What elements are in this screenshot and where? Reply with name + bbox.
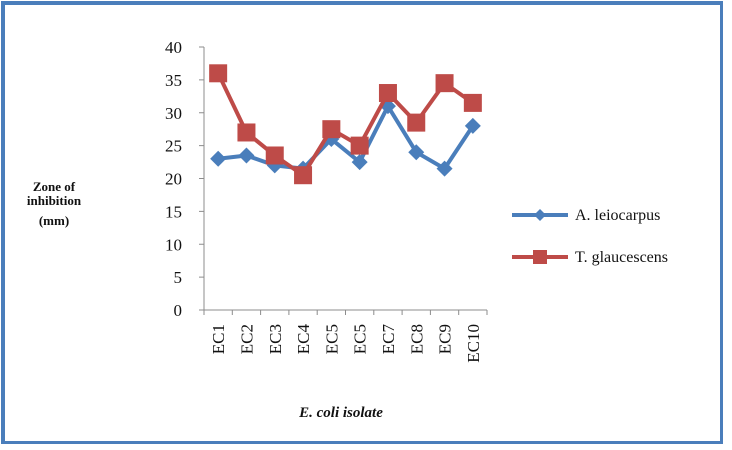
x-tick-label: EC5 — [322, 324, 341, 354]
legend-marker-a-leiocarpus — [534, 209, 546, 221]
series-line-t-glaucescens — [216, 72, 474, 178]
y-tick-label: 10 — [165, 235, 182, 254]
y-axis-title-line-3: (mm) — [39, 213, 69, 228]
legend-label-t-glaucescens: T. glaucescens — [575, 249, 668, 266]
y-axis-title-line-2: inhibition — [27, 193, 82, 208]
x-tick-label: EC3 — [266, 324, 285, 354]
data-point-t-glaucescens — [378, 84, 397, 103]
data-point-t-glaucescens — [463, 93, 482, 112]
y-tick-label: 40 — [165, 38, 182, 57]
data-point-a-leiocarpus — [464, 117, 481, 134]
legend-item-t-glaucescens: T. glaucescens — [512, 249, 668, 266]
data-point-t-glaucescens — [350, 136, 369, 155]
data-point-t-glaucescens — [407, 113, 426, 132]
y-tick-label: 15 — [165, 202, 182, 221]
data-point-t-glaucescens — [294, 166, 313, 185]
y-tick-label: 30 — [165, 104, 182, 123]
y-tick-label: 5 — [174, 268, 183, 287]
x-tick-label: EC2 — [237, 324, 256, 354]
data-point-t-glaucescens — [322, 120, 341, 139]
x-tick-label: EC1 — [209, 324, 228, 354]
x-axis-title: E. coli isolate — [298, 405, 383, 421]
x-tick-label: EC5 — [351, 324, 370, 354]
x-tick-label: EC10 — [464, 324, 483, 363]
y-tick-label: 25 — [165, 137, 182, 156]
data-point-a-leiocarpus — [436, 160, 453, 177]
data-point-a-leiocarpus — [408, 144, 425, 161]
legend: A. leiocarpus T. glaucescens — [512, 207, 668, 266]
chart-frame — [1, 1, 723, 444]
x-tick-label: EC4 — [294, 324, 313, 355]
y-axis-title-line-1: Zone of — [33, 179, 76, 194]
y-axis: 0 5 10 15 20 25 30 35 40 — [165, 38, 205, 320]
data-point-a-leiocarpus — [210, 150, 227, 167]
series-line-a-leiocarpus — [217, 104, 475, 171]
x-tick-label: EC7 — [379, 324, 398, 355]
data-point-t-glaucescens — [209, 64, 228, 83]
legend-item-a-leiocarpus: A. leiocarpus — [512, 207, 660, 224]
x-tick-label: EC8 — [407, 324, 426, 354]
series-t-glaucescens — [209, 64, 482, 185]
legend-label-a-leiocarpus: A. leiocarpus — [575, 207, 660, 224]
y-tick-label: 0 — [174, 301, 183, 320]
x-tick-label: EC9 — [436, 324, 455, 354]
x-axis: EC1 EC2 EC3 EC4 EC5 EC5 EC7 EC8 EC9 EC10 — [203, 309, 488, 363]
plot-series — [209, 64, 482, 185]
y-tick-label: 35 — [165, 71, 182, 90]
data-point-t-glaucescens — [435, 74, 454, 93]
y-axis-title: Zone of inhibition (mm) — [27, 179, 82, 228]
data-point-a-leiocarpus — [351, 154, 368, 171]
y-tick-label: 20 — [165, 170, 182, 189]
data-point-a-leiocarpus — [238, 147, 255, 164]
legend-marker-t-glaucescens — [533, 250, 547, 264]
data-point-t-glaucescens — [265, 146, 284, 165]
data-point-t-glaucescens — [237, 123, 256, 142]
